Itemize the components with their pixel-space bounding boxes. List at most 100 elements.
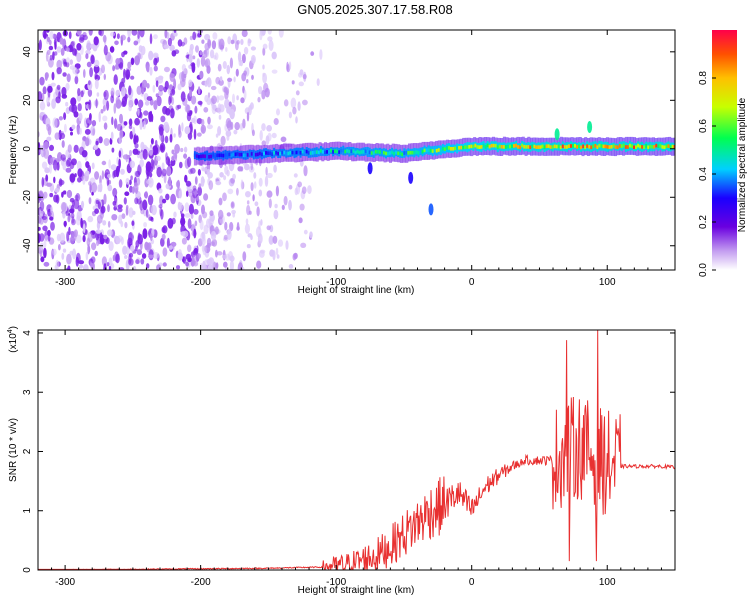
spectrogram-noise-cell <box>167 37 172 47</box>
spectrogram-core-cell <box>533 144 536 149</box>
spectrogram-noise-cell <box>181 71 185 82</box>
spectrogram-noise-cell <box>88 80 91 86</box>
spectrogram-noise-cell <box>45 30 50 33</box>
spectrogram-noise-cell <box>75 234 82 244</box>
spectrogram-core-cell <box>488 144 491 149</box>
spectrogram-core-cell <box>301 149 304 154</box>
spectrogram-noise-cell <box>73 144 79 153</box>
spectrogram-noise-cell <box>39 200 45 212</box>
spectrogram-core-cell <box>482 143 485 148</box>
spectrogram-noise-cell <box>39 101 46 111</box>
spectrogram-core-cell <box>663 145 666 150</box>
spectrogram-noise-cell <box>197 100 203 105</box>
spectrogram-noise-cell <box>99 182 103 193</box>
spectrogram-noise-cell <box>163 121 170 132</box>
spectrogram-core-cell <box>236 152 239 156</box>
spectrogram-noise-cell <box>113 103 117 114</box>
spectrogram-noise-cell <box>140 141 145 151</box>
spectrogram-noise-cell <box>58 91 61 99</box>
spectrogram-noise-cell <box>268 235 274 245</box>
spectrogram-noise-cell <box>56 84 61 90</box>
spectrogram-noise-cell <box>290 97 297 109</box>
spectrogram-noise-cell <box>191 117 196 123</box>
spectrogram-noise-cell <box>187 244 192 253</box>
spectrogram-core-cell <box>352 149 355 153</box>
spectrogram-core-cell <box>195 154 198 158</box>
spectrogram-noise-cell <box>281 204 285 210</box>
spectrogram-noise-cell <box>88 197 92 205</box>
spectrogram-noise-cell <box>46 136 52 142</box>
spectrogram-noise-cell <box>197 253 201 259</box>
spectrogram-core-cell <box>582 144 585 149</box>
spectrogram-noise-cell <box>307 185 312 195</box>
spectrogram-core-cell <box>256 152 259 157</box>
spectrogram-core-cell <box>612 144 615 148</box>
spectrogram-core-cell <box>622 143 625 148</box>
spectrogram-noise-cell <box>204 58 211 69</box>
spectrogram-noise-cell <box>273 164 277 173</box>
spectrogram-core-cell <box>547 144 550 148</box>
spectrogram-noise-cell <box>77 88 81 97</box>
spectrogram-noise-cell <box>189 35 193 41</box>
spectrogram-noise-cell <box>148 254 154 259</box>
spectrogram-noise-cell <box>226 64 231 75</box>
colorbar-ticks: 0.0 0.2 0.4 0.6 0.8 <box>698 71 716 277</box>
spectrogram-noise-cell <box>47 234 51 242</box>
spectrogram-noise-cell <box>71 158 77 166</box>
spectrogram-noise-cell <box>146 64 150 73</box>
spectrogram-core-cell <box>319 149 322 153</box>
spectrogram-noise-cell <box>90 43 95 49</box>
spectrogram-noise-cell <box>47 229 51 237</box>
spectrogram-noise-cell <box>103 44 108 56</box>
spectrogram-noise-cell <box>283 195 288 206</box>
spectrogram-noise-cell <box>66 57 70 63</box>
spectrogram-noise-cell <box>299 203 305 211</box>
spectrogram-noise-cell <box>233 76 236 83</box>
spectrogram-core-cell <box>576 145 579 149</box>
x-tick-label: -300 <box>55 277 75 288</box>
spectrogram-noise-cell <box>288 61 292 70</box>
spectrogram-core-cell <box>645 144 648 148</box>
x-tick-label: -200 <box>191 577 211 588</box>
spectrogram-core-cell <box>409 150 412 155</box>
spectrogram-core-cell <box>448 146 450 150</box>
spectrogram-noise-cell <box>310 51 315 56</box>
spectrogram-noise-cell <box>128 232 133 244</box>
spectrogram-noise-cell <box>193 208 199 215</box>
spectrogram-noise-cell <box>144 100 150 106</box>
spectrogram-noise-cell <box>132 265 137 270</box>
spectrogram-noise-cell <box>177 39 183 47</box>
spectrogram-noise-cell <box>245 218 249 225</box>
spectrogram-noise-cell <box>127 36 131 43</box>
spectrogram-core-cell <box>423 148 426 153</box>
spectrogram-noise-cell <box>241 30 248 38</box>
spectrogram-noise-cell <box>148 214 151 222</box>
spectrogram-noise-cell <box>295 116 298 124</box>
spectrogram-core-cell <box>647 145 650 150</box>
spectrogram-noise-cell <box>155 80 159 88</box>
spectrogram-core-cell <box>338 150 341 154</box>
spectrogram-feature <box>367 162 373 175</box>
spectrogram-noise-cell <box>98 136 103 144</box>
spectrogram-core-cell <box>248 151 251 156</box>
spectrogram-noise-cell <box>200 55 206 67</box>
spectrogram-noise-cell <box>162 262 167 267</box>
spectrogram-noise-cell <box>258 177 263 187</box>
spectrogram-core-cell <box>643 145 646 149</box>
spectrogram-y-label: Frequency (Hz) <box>8 116 19 185</box>
spectrogram-core-cell <box>407 151 410 155</box>
spectrogram-noise-cell <box>129 185 133 193</box>
spectrogram-noise-cell <box>152 84 156 93</box>
spectrogram-core-cell <box>563 145 566 149</box>
spectrogram-noise-cell <box>206 77 212 88</box>
spectrogram-noise-cell <box>149 232 153 242</box>
spectrogram-noise-cell <box>88 99 92 111</box>
spectrogram-core-cell <box>580 145 583 150</box>
spectrogram-noise-cell <box>215 133 219 138</box>
spectrogram-noise-cell <box>212 32 218 40</box>
spectrogram-core-cell <box>590 145 593 150</box>
spectrogram-core-cell <box>464 145 467 149</box>
spectrogram-noise-cell <box>274 203 278 209</box>
spectrogram-noise-cell <box>38 226 41 231</box>
